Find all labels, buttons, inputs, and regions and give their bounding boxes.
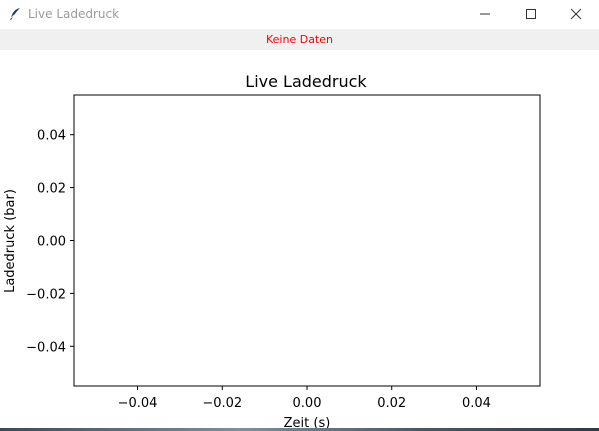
close-button[interactable]: [553, 0, 599, 28]
status-label: Keine Daten: [266, 33, 333, 46]
x-axis-label: Zeit (s): [284, 416, 331, 429]
x-tick-label: −0.02: [202, 396, 242, 411]
line-chart: Live Ladedruck −0.04 −0.02 0.00 0.02 0.04 0.…: [3, 72, 541, 429]
chart-title: Live Ladedruck: [245, 72, 367, 91]
status-bar: Keine Daten: [0, 29, 599, 50]
y-tick-label: −0.04: [26, 340, 66, 355]
close-icon: [570, 8, 582, 20]
desktop-edge: [0, 428, 599, 431]
y-tick-label: 0.04: [37, 129, 66, 144]
x-tick-label: 0.04: [462, 396, 491, 411]
x-tick-label: 0.02: [377, 396, 406, 411]
maximize-icon: [526, 9, 536, 19]
y-tick-label: 0.00: [37, 235, 66, 250]
maximize-button[interactable]: [508, 0, 554, 28]
y-tick-label: 0.02: [37, 182, 66, 197]
feather-icon: [8, 6, 22, 20]
minimize-icon: [480, 13, 490, 15]
x-tick-label: 0.00: [293, 396, 322, 411]
window-title: Live Ladedruck: [28, 7, 120, 21]
y-axis-label: Ladedruck (bar): [3, 189, 18, 293]
plot-area: [73, 94, 541, 387]
minimize-button[interactable]: [462, 0, 508, 28]
x-tick-label: −0.04: [118, 396, 158, 411]
title-bar[interactable]: Live Ladedruck: [0, 0, 599, 28]
plot-figure: Live Ladedruck −0.04 −0.02 0.00 0.02 0.04 0.…: [0, 50, 599, 429]
y-tick-label: −0.02: [26, 287, 66, 302]
x-axis: −0.04 −0.02 0.00 0.02 0.04: [118, 386, 491, 411]
y-axis: 0.04 0.02 0.00 −0.02 −0.04: [26, 129, 74, 355]
